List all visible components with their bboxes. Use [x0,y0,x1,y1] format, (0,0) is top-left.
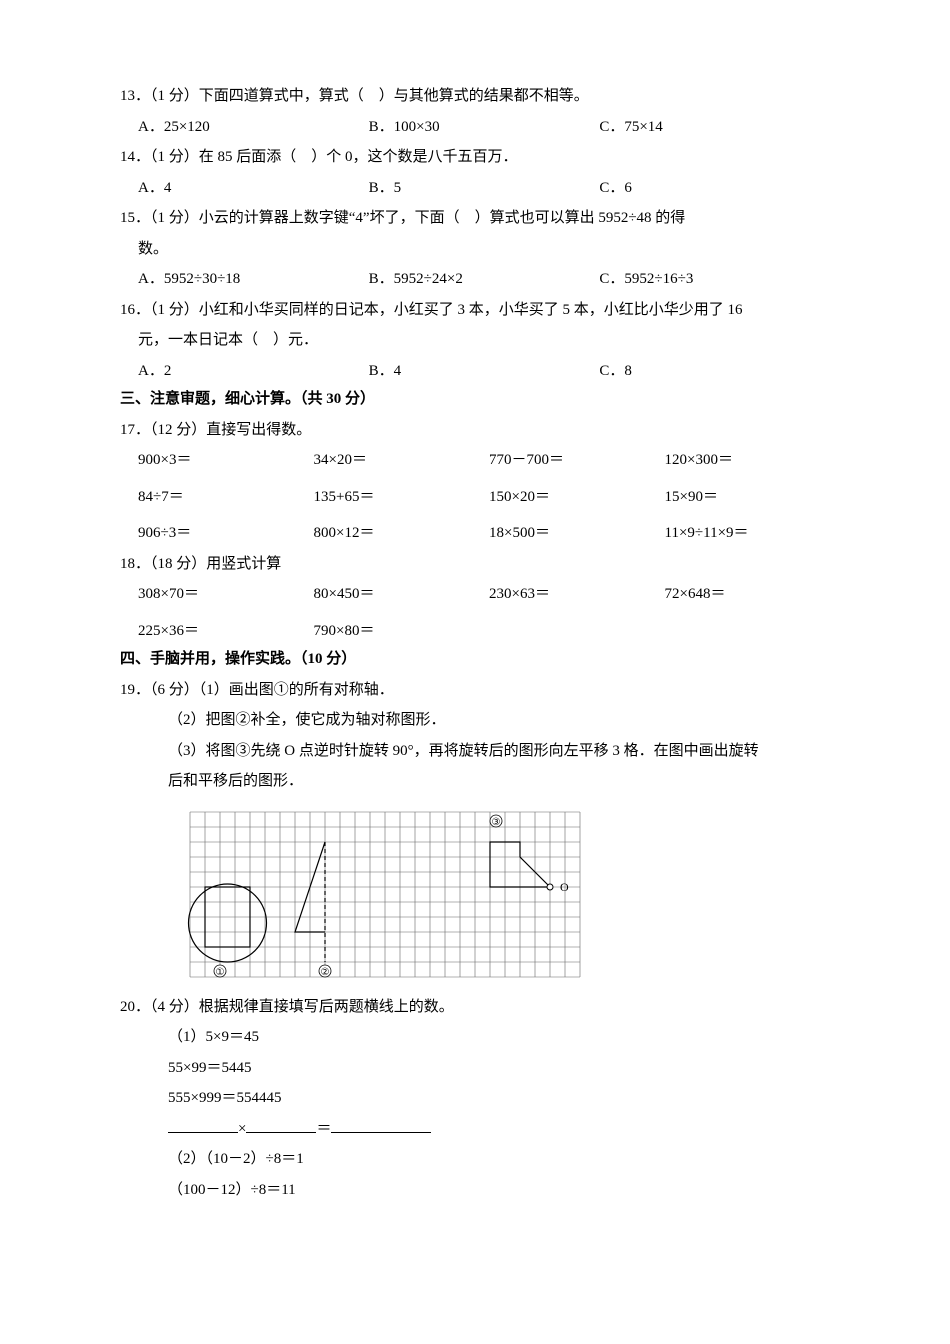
q16-opt-b[interactable]: B．4 [369,357,600,386]
q13-opt-b[interactable]: B．100×30 [369,113,600,142]
q17-c1: 34×20＝ [314,446,480,475]
q20-eq: ＝ [316,1121,331,1137]
q18-c3: 72×648＝ [665,580,831,609]
q18-grid: 308×70＝ 80×450＝ 230×63＝ 72×648＝ 225×36＝ … [120,580,830,645]
q20-blank1[interactable] [168,1117,238,1133]
q20-blank-line: ×＝ [120,1115,830,1144]
q16-options: A．2 B．4 C．8 [120,357,830,386]
q18-c4: 225×36＝ [138,617,304,646]
q18-c6 [489,617,655,646]
q17-grid: 900×3＝ 34×20＝ 770－700＝ 120×300＝ 84÷7＝ 13… [120,446,830,548]
q20-mul: × [238,1121,246,1137]
svg-text:①: ① [216,967,225,978]
q13-opt-c[interactable]: C．75×14 [599,113,830,142]
q15-opt-b[interactable]: B．5952÷24×2 [369,265,600,294]
q14-text: 14．（1 分）在 85 后面添（ ）个 0，这个数是八千五百万． [120,143,830,172]
q18-c7 [665,617,831,646]
q17-c8: 906÷3＝ [138,519,304,548]
q18-header: 18．（18 分）用竖式计算 [120,550,830,579]
q15-options: A．5952÷30÷18 B．5952÷24×2 C．5952÷16÷3 [120,265,830,294]
q16-opt-c[interactable]: C．8 [599,357,830,386]
q18-c2: 230×63＝ [489,580,655,609]
q17-c0: 900×3＝ [138,446,304,475]
q18-c1: 80×450＝ [314,580,480,609]
q17-c6: 150×20＝ [489,483,655,512]
q17-c5: 135+65＝ [314,483,480,512]
q18-c0: 308×70＝ [138,580,304,609]
q14-opt-b[interactable]: B．5 [369,174,600,203]
svg-text:②: ② [321,967,330,978]
q15-line1: 15．（1 分）小云的计算器上数字键“4”坏了，下面（ ）算式也可以算出 595… [120,204,830,233]
q15-opt-a[interactable]: A．5952÷30÷18 [120,265,369,294]
q19-p2: （2）把图②补全，使它成为轴对称图形． [120,706,830,735]
svg-text:③: ③ [492,817,501,828]
q17-c7: 15×90＝ [665,483,831,512]
q16-line1: 16．（1 分）小红和小华买同样的日记本，小红买了 3 本，小华买了 5 本，小… [120,296,830,325]
q17-c10: 18×500＝ [489,519,655,548]
q13-options: A．25×120 B．100×30 C．75×14 [120,113,830,142]
q17-header: 17．（12 分）直接写出得数。 [120,416,830,445]
q19-p3b: 后和平移后的图形． [120,767,830,796]
q13-opt-a[interactable]: A．25×120 [120,113,369,142]
q14-opt-a[interactable]: A．4 [120,174,369,203]
q16-opt-a[interactable]: A．2 [120,357,369,386]
q17-c2: 770－700＝ [489,446,655,475]
q20-blank3[interactable] [331,1117,431,1133]
q17-c4: 84÷7＝ [138,483,304,512]
q20-a1: （1）5×9＝45 [120,1023,830,1052]
q16-line2: 元，一本日记本（ ）元． [120,326,830,355]
q20-a3: 555×999＝554445 [120,1084,830,1113]
q18-c5: 790×80＝ [314,617,480,646]
q19-header: 19．（6 分）（1）画出图①的所有对称轴． [120,676,830,705]
q19-figure: ① ② ③ O [180,802,590,987]
q20-blank2[interactable] [246,1117,316,1133]
q17-c9: 800×12＝ [314,519,480,548]
q17-c3: 120×300＝ [665,446,831,475]
q20-a2: 55×99＝5445 [120,1054,830,1083]
section3-title: 三、注意审题，细心计算。（共 30 分） [120,385,830,414]
q15-opt-c[interactable]: C．5952÷16÷3 [599,265,830,294]
q20-header: 20．（4 分）根据规律直接填写后两题横线上的数。 [120,993,830,1022]
q17-c11: 11×9÷11×9＝ [665,519,831,548]
q14-opt-c[interactable]: C．6 [599,174,830,203]
q13-text: 13．（1 分）下面四道算式中，算式（ ）与其他算式的结果都不相等。 [120,82,830,111]
svg-text:O: O [560,880,569,894]
q20-b2: （100－12）÷8＝11 [120,1176,830,1205]
q20-b1: （2）（10－2）÷8＝1 [120,1145,830,1174]
section4-title: 四、手脑并用，操作实践。（10 分） [120,645,830,674]
q14-options: A．4 B．5 C．6 [120,174,830,203]
q15-line2: 数。 [120,235,830,264]
q19-p3a: （3）将图③先绕 O 点逆时针旋转 90°，再将旋转后的图形向左平移 3 格．在… [120,737,830,766]
